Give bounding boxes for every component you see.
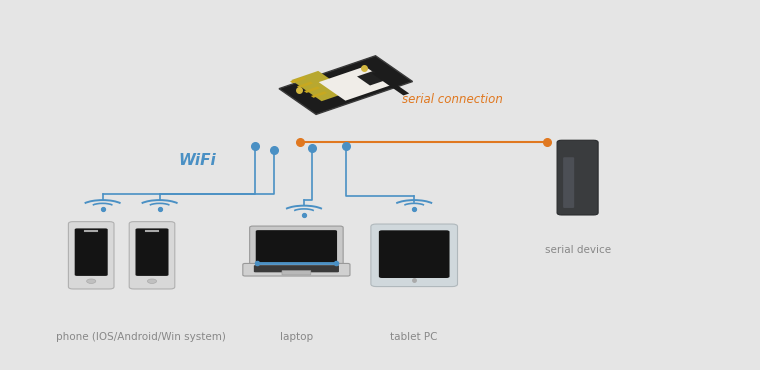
Polygon shape <box>311 91 327 98</box>
Polygon shape <box>372 71 409 95</box>
Text: WiFi: WiFi <box>179 154 217 168</box>
FancyBboxPatch shape <box>243 263 350 276</box>
FancyBboxPatch shape <box>563 157 575 208</box>
Polygon shape <box>297 82 313 88</box>
Polygon shape <box>357 71 386 85</box>
FancyBboxPatch shape <box>68 222 114 289</box>
FancyBboxPatch shape <box>371 224 458 286</box>
Text: serial connection: serial connection <box>402 93 502 107</box>
Polygon shape <box>290 77 306 83</box>
Polygon shape <box>279 56 413 114</box>
Polygon shape <box>291 71 349 101</box>
Text: phone (IOS/Android/Win system): phone (IOS/Android/Win system) <box>55 332 226 342</box>
FancyBboxPatch shape <box>557 140 598 215</box>
Circle shape <box>87 279 96 283</box>
Circle shape <box>147 279 157 283</box>
FancyBboxPatch shape <box>378 230 450 278</box>
FancyBboxPatch shape <box>135 228 169 276</box>
FancyBboxPatch shape <box>255 230 337 263</box>
FancyBboxPatch shape <box>282 270 311 275</box>
Polygon shape <box>318 66 391 101</box>
FancyBboxPatch shape <box>254 265 339 272</box>
Text: tablet PC: tablet PC <box>391 332 438 342</box>
Polygon shape <box>304 87 320 93</box>
Text: laptop: laptop <box>280 332 313 342</box>
FancyBboxPatch shape <box>74 228 108 276</box>
FancyBboxPatch shape <box>129 222 175 289</box>
Text: serial device: serial device <box>544 245 611 255</box>
FancyBboxPatch shape <box>249 226 343 266</box>
